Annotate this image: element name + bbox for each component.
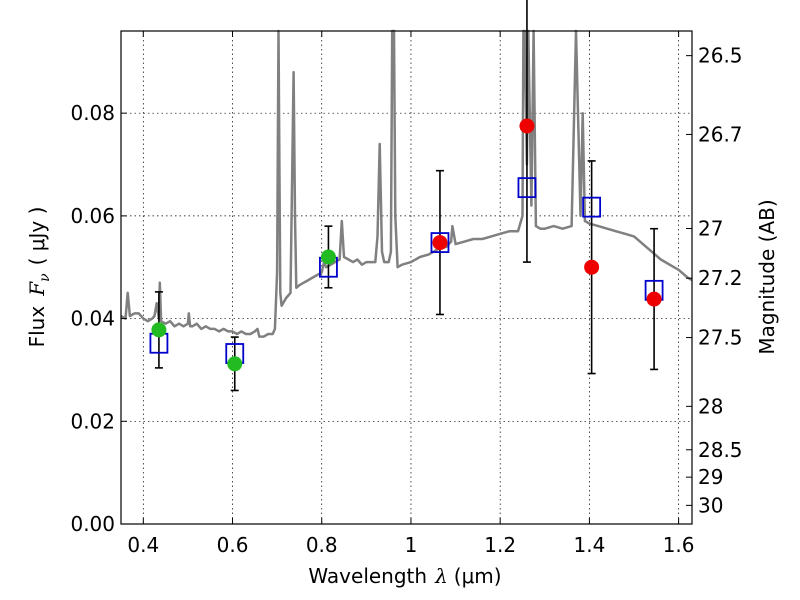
mag-tick-label: 27.2 [698,266,743,290]
y2-axis-label: Magnitude (AB) [755,199,779,354]
y-tick-label: 0.08 [70,101,115,125]
y-axis-symbol: F [25,281,49,297]
observed-photometry-point [227,356,243,372]
axis-ticks: 0.4 0.6 0.8 1 1.2 1.4 1.6 0.00 0.02 0.04 0.06 0.08 2… [70,31,743,557]
y-tick-label: 0.04 [70,307,115,331]
model-photometry-square [582,196,602,218]
observed-photometry-point [519,118,535,134]
model-photometry-square [517,177,537,199]
observed-photometry-markers [151,118,662,372]
x-axis-label: Wavelength λ (μm) [308,564,501,588]
x-tick-label: 1.6 [663,533,695,557]
y-axis-unit: ( μJy ) [25,207,49,266]
y-axis-label: Flux Fν ( μJy ) [25,207,53,348]
mag-tick-label: 30 [698,493,723,517]
mag-tick-label: 26.7 [698,122,743,146]
grid-lines [121,31,692,525]
x-tick-label: 0.6 [217,533,249,557]
x-axis-symbol: λ [434,564,448,588]
x-axis-unit: (μm) [454,564,502,588]
y-axis-subscript: ν [37,273,53,282]
x-axis-label-prefix: Wavelength [308,564,427,588]
mag-tick-label: 27.5 [698,326,743,350]
y-tick-label: 0.06 [70,204,115,228]
mag-tick-label: 28.5 [698,438,743,462]
mag-tick-label: 29 [698,465,723,489]
y-tick-label: 0.00 [70,512,115,536]
observed-photometry-point [432,235,448,251]
y-tick-label: 0.02 [70,409,115,433]
x-tick-label: 1.2 [484,533,516,557]
model-spectrum-line [120,29,693,338]
x-tick-label: 0.8 [306,533,338,557]
x-tick-label: 1 [405,533,418,557]
mag-tick-label: 28 [698,394,723,418]
observed-photometry-point [584,259,600,275]
model-photometry-square [430,232,450,253]
plot-frame [120,30,693,525]
x-tick-label: 0.4 [127,533,159,557]
observed-photometry-point [151,322,167,338]
model-spectrum [120,29,693,338]
observed-photometry-point [320,249,336,265]
y-axis-label-prefix: Flux [25,306,49,348]
x-tick-label: 1.4 [573,533,605,557]
observed-photometry-point [646,291,662,307]
mag-tick-label: 27 [698,216,723,240]
mag-tick-label: 26.5 [698,44,743,68]
